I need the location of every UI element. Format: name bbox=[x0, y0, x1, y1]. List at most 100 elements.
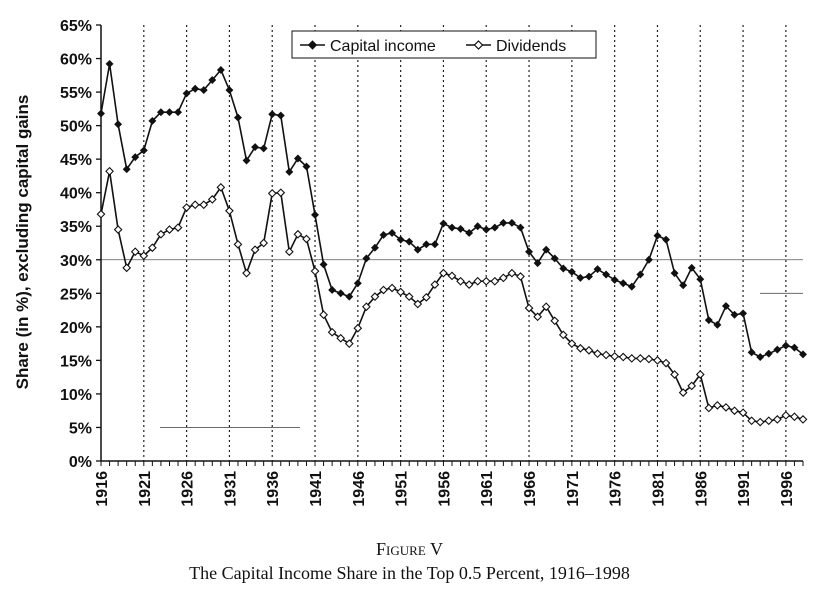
x-tick-label: 1916 bbox=[94, 471, 111, 507]
y-tick-label: 0% bbox=[69, 454, 92, 471]
x-axis-ticks: 1916 1921 1926 1931 1936 1941 1946 1951 1956 1961… bbox=[94, 461, 804, 507]
data-point-capital-income bbox=[687, 263, 696, 272]
data-point-capital-income bbox=[97, 109, 105, 118]
data-point-capital-income bbox=[122, 165, 131, 174]
series-line-capital-income bbox=[100, 63, 804, 358]
data-point-dividends bbox=[456, 276, 465, 286]
data-point-capital-income bbox=[139, 146, 148, 155]
data-point-capital-income bbox=[490, 223, 499, 232]
series-line-dividends bbox=[100, 171, 804, 423]
data-point-dividends bbox=[533, 312, 542, 322]
x-tick-label: 1996 bbox=[779, 471, 796, 507]
data-point-capital-income bbox=[439, 219, 448, 228]
data-point-capital-income bbox=[585, 272, 593, 281]
data-point-capital-income bbox=[542, 245, 551, 254]
x-tick-label: 1986 bbox=[693, 471, 710, 507]
x-tick-label: 1921 bbox=[137, 471, 154, 507]
legend-box bbox=[291, 30, 597, 59]
data-point-capital-income bbox=[559, 264, 568, 273]
data-point-dividends bbox=[498, 273, 508, 283]
data-point-dividends bbox=[678, 388, 688, 397]
data-point-dividends bbox=[225, 206, 234, 216]
data-point-capital-income bbox=[191, 84, 200, 93]
data-point-capital-income bbox=[234, 113, 242, 122]
data-point-dividends bbox=[293, 229, 303, 239]
data-point-dividends bbox=[601, 350, 611, 360]
data-point-dividends bbox=[721, 402, 731, 412]
x-tick-label: 1981 bbox=[650, 471, 667, 507]
data-point-capital-income bbox=[704, 316, 713, 325]
data-point-dividends bbox=[610, 351, 620, 361]
legend: Capital income Dividends bbox=[291, 30, 597, 59]
data-point-capital-income bbox=[216, 65, 225, 74]
data-point-capital-income bbox=[567, 267, 576, 276]
line-chart: 0% 5% 10% 15% 20% 25% 30% 35% 40% 45% 50% 55% 60% 65%… bbox=[13, 18, 808, 507]
data-point-capital-income bbox=[311, 210, 319, 219]
data-point-capital-income bbox=[593, 265, 602, 274]
data-point-dividends bbox=[473, 276, 483, 286]
data-point-capital-income bbox=[525, 247, 534, 256]
data-point-dividends bbox=[336, 333, 346, 343]
data-point-dividends bbox=[516, 272, 525, 281]
data-point-dividends bbox=[704, 403, 714, 413]
data-point-capital-income bbox=[653, 231, 662, 240]
data-point-dividends bbox=[370, 292, 380, 302]
data-point-dividends bbox=[353, 323, 363, 333]
data-point-dividends bbox=[267, 188, 277, 198]
data-point-dividends bbox=[661, 358, 671, 368]
y-tick-label: 5% bbox=[69, 420, 92, 437]
data-point-dividends bbox=[507, 268, 517, 278]
data-point-dividends bbox=[464, 280, 474, 289]
data-point-dividends bbox=[421, 292, 431, 302]
x-tick-label: 1991 bbox=[736, 471, 753, 507]
series-capital-income bbox=[97, 59, 807, 361]
data-point-dividends bbox=[447, 271, 457, 281]
data-point-capital-income bbox=[379, 230, 388, 239]
data-point-dividends bbox=[541, 302, 551, 312]
x-tick-label: 1956 bbox=[436, 471, 453, 507]
data-point-capital-income bbox=[465, 228, 474, 237]
data-point-dividends bbox=[130, 247, 140, 257]
data-point-capital-income bbox=[644, 255, 653, 264]
data-point-dividends bbox=[327, 327, 337, 337]
y-tick-label: 60% bbox=[60, 52, 92, 69]
data-point-capital-income bbox=[225, 86, 234, 95]
y-tick-label: 15% bbox=[60, 353, 92, 370]
data-point-capital-income bbox=[370, 243, 379, 252]
data-point-dividends bbox=[319, 310, 328, 320]
data-point-dividends bbox=[695, 370, 705, 379]
data-point-dividends bbox=[173, 223, 183, 232]
data-point-capital-income bbox=[174, 108, 183, 117]
data-point-capital-income bbox=[799, 350, 807, 359]
legend-item-dividends: Dividends bbox=[466, 38, 566, 55]
data-point-dividends bbox=[250, 245, 260, 255]
x-tick-label: 1926 bbox=[180, 471, 197, 507]
y-tick-label: 30% bbox=[60, 253, 92, 270]
x-tick-label: 1946 bbox=[351, 471, 368, 507]
figure-label: Figure V bbox=[376, 539, 443, 559]
data-point-capital-income bbox=[388, 228, 397, 237]
data-point-capital-income bbox=[602, 270, 611, 279]
data-point-dividends bbox=[259, 238, 269, 248]
data-point-dividends bbox=[190, 200, 200, 210]
data-point-dividends bbox=[105, 166, 114, 176]
data-point-capital-income bbox=[679, 281, 688, 290]
data-point-capital-income bbox=[747, 348, 756, 357]
data-point-capital-income bbox=[353, 279, 362, 288]
data-point-dividends bbox=[310, 266, 320, 276]
data-point-dividends bbox=[404, 292, 414, 302]
data-point-dividends bbox=[430, 280, 440, 289]
data-point-capital-income bbox=[456, 224, 465, 233]
data-point-dividends bbox=[344, 339, 354, 348]
data-point-capital-income bbox=[696, 275, 705, 284]
data-point-capital-income bbox=[276, 111, 285, 120]
data-point-dividends bbox=[379, 285, 388, 295]
x-tick-label: 1976 bbox=[608, 471, 625, 507]
data-point-dividends bbox=[439, 268, 448, 278]
data-point-dividends bbox=[139, 251, 149, 261]
data-point-capital-income bbox=[507, 218, 516, 227]
data-point-capital-income bbox=[148, 116, 157, 125]
data-point-capital-income bbox=[499, 218, 508, 227]
data-point-capital-income bbox=[473, 222, 482, 231]
x-tick-label: 1971 bbox=[565, 471, 582, 507]
